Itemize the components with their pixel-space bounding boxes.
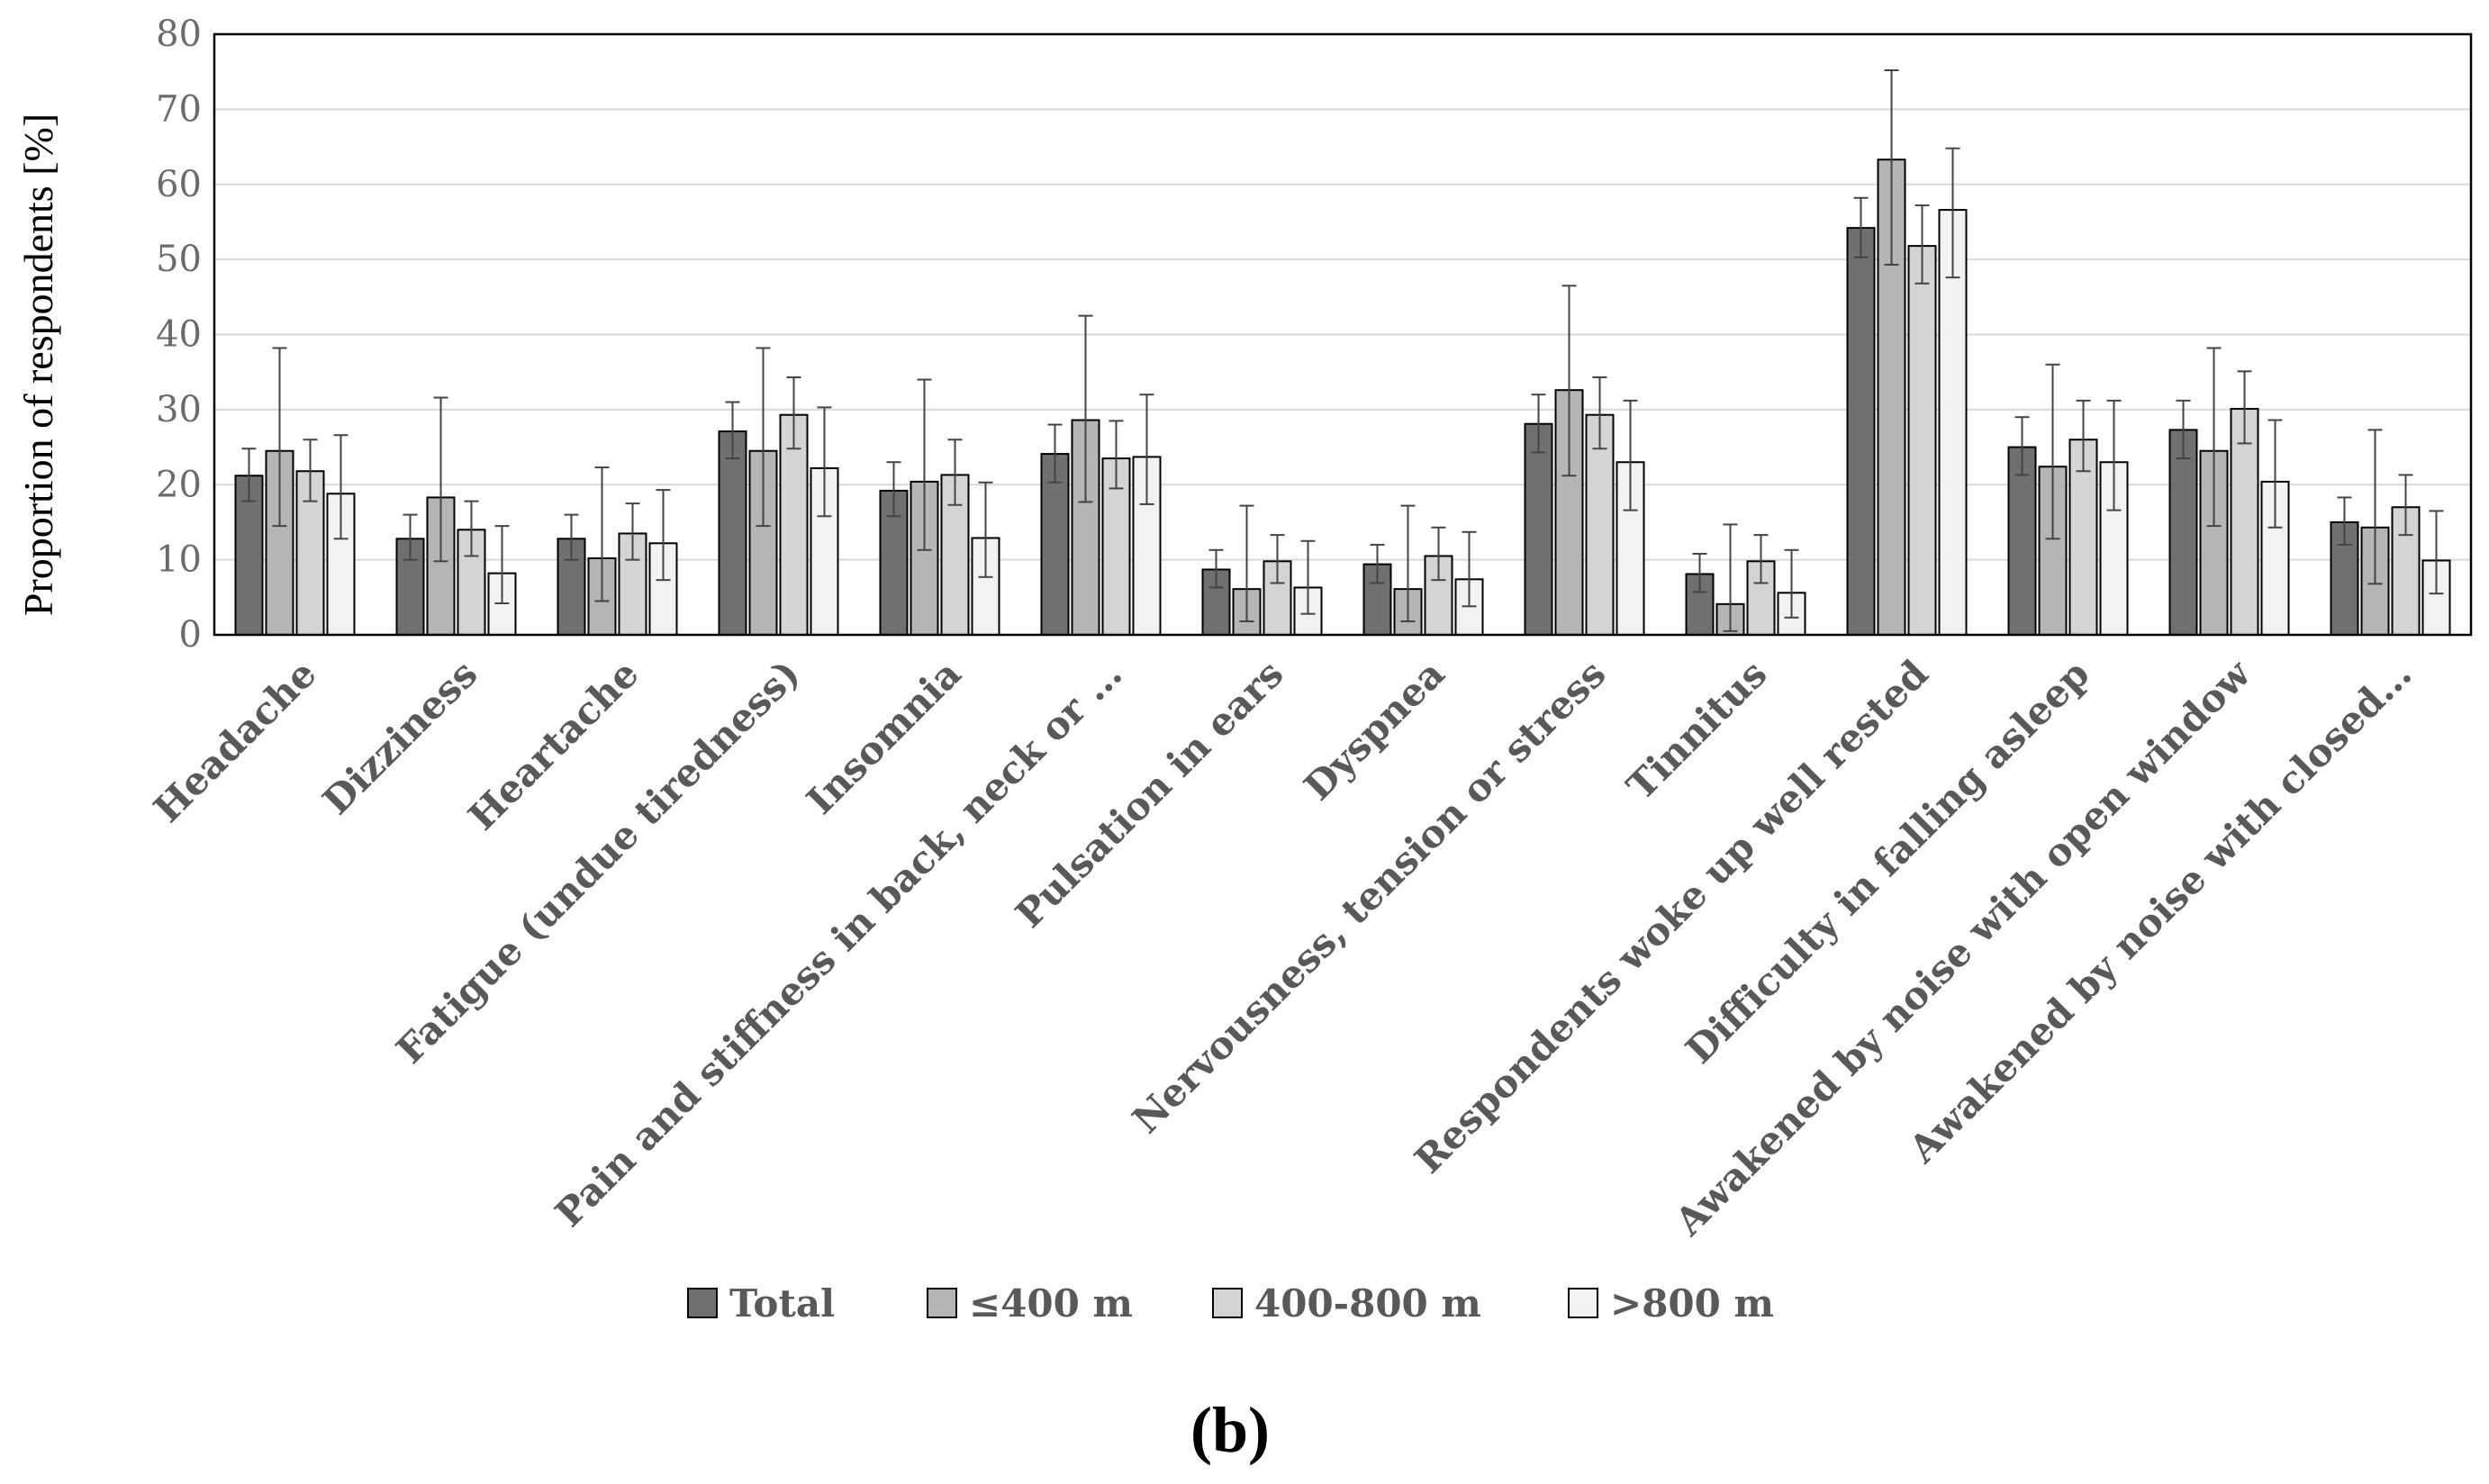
y-tick-label: 60 <box>156 164 202 205</box>
y-tick-label: 80 <box>156 14 202 55</box>
bars <box>234 158 2451 637</box>
y-tick-label: 10 <box>156 539 202 581</box>
x-tick-label: Awakened by noise with open window <box>1666 651 2259 1244</box>
legend-label: 400-800 m <box>1254 1281 1481 1326</box>
bar <box>779 413 809 636</box>
legend-swatch <box>687 1288 718 1318</box>
y-tick-label: 0 <box>179 614 202 656</box>
x-tick-label: Tinnitus <box>1618 651 1776 809</box>
x-tick-label: Insomnia <box>798 651 969 822</box>
x-tick-label: Dyspnea <box>1296 651 1453 809</box>
x-tick-label: Pulsation in ears <box>1007 651 1291 936</box>
bar <box>2068 439 2098 636</box>
x-tick-label: Headache <box>145 651 324 830</box>
error-bars <box>241 69 2444 632</box>
legend-label: ≤400 m <box>969 1281 1133 1326</box>
bar <box>1524 422 1553 636</box>
legend-swatch <box>1212 1288 1243 1318</box>
y-tick-label: 20 <box>156 464 202 505</box>
y-tick-label: 50 <box>156 239 202 280</box>
legend-label: Total <box>729 1281 835 1326</box>
legend-swatch <box>1568 1288 1598 1318</box>
bar <box>1907 245 1937 636</box>
y-axis-ticks: 0 10 20 30 40 50 60 70 80 <box>156 14 202 656</box>
bar <box>2230 408 2259 637</box>
panel-label: (b) <box>1190 1394 1270 1466</box>
y-tick-label: 30 <box>156 389 202 430</box>
y-tick-label: 70 <box>156 88 202 130</box>
legend-label: >800 m <box>1610 1281 1774 1326</box>
bar <box>2168 429 2198 637</box>
plot-frame <box>213 32 2473 637</box>
x-tick-label: Dizziness <box>314 651 486 823</box>
x-tick-label: Pain and stiffness in back, neck or … <box>547 651 1130 1235</box>
gridlines <box>214 108 2471 561</box>
legend-swatch <box>927 1288 957 1318</box>
bar <box>1846 227 1876 636</box>
legend: Total ≤400 m 400-800 m >800 m <box>687 1281 1774 1326</box>
y-tick-label: 40 <box>156 314 202 356</box>
y-axis-title: Proportion of respondents [%] <box>15 113 61 616</box>
bar <box>718 430 747 636</box>
